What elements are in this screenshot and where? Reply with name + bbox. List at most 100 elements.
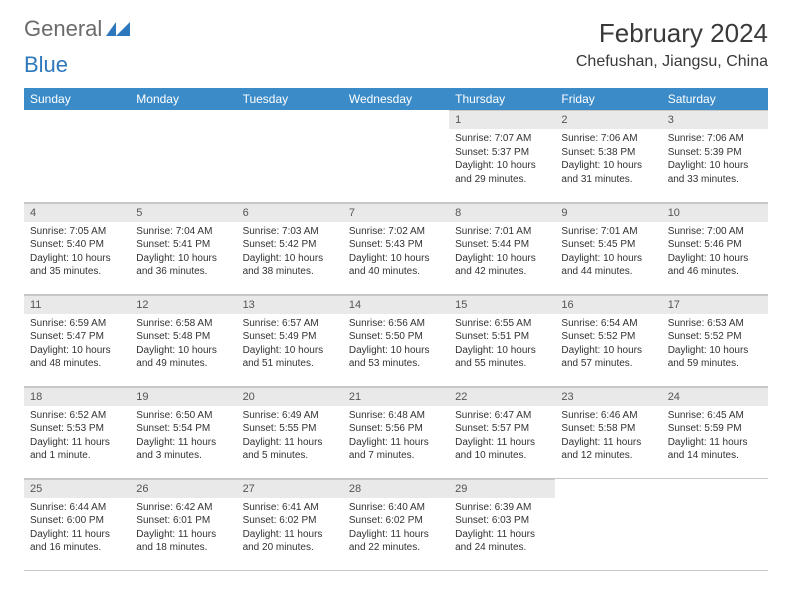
day-details: Sunrise: 6:44 AMSunset: 6:00 PMDaylight:…	[24, 498, 130, 559]
calendar-cell: 9Sunrise: 7:01 AMSunset: 5:45 PMDaylight…	[555, 202, 661, 294]
day-details: Sunrise: 6:57 AMSunset: 5:49 PMDaylight:…	[237, 314, 343, 375]
calendar-cell: 2Sunrise: 7:06 AMSunset: 5:38 PMDaylight…	[555, 110, 661, 202]
calendar-cell: 15Sunrise: 6:55 AMSunset: 5:51 PMDayligh…	[449, 294, 555, 386]
day-details: Sunrise: 6:50 AMSunset: 5:54 PMDaylight:…	[130, 406, 236, 467]
day-number: 25	[24, 479, 130, 498]
day-details: Sunrise: 6:39 AMSunset: 6:03 PMDaylight:…	[449, 498, 555, 559]
day-number: 17	[662, 295, 768, 314]
day-number: 1	[449, 110, 555, 129]
day-number: 22	[449, 387, 555, 406]
day-details: Sunrise: 6:58 AMSunset: 5:48 PMDaylight:…	[130, 314, 236, 375]
day-details: Sunrise: 7:03 AMSunset: 5:42 PMDaylight:…	[237, 222, 343, 283]
day-details: Sunrise: 7:00 AMSunset: 5:46 PMDaylight:…	[662, 222, 768, 283]
day-details: Sunrise: 6:47 AMSunset: 5:57 PMDaylight:…	[449, 406, 555, 467]
brand-name-1: General	[24, 18, 102, 40]
day-number: 8	[449, 203, 555, 222]
weekday-header: Friday	[555, 88, 661, 110]
day-details: Sunrise: 7:01 AMSunset: 5:44 PMDaylight:…	[449, 222, 555, 283]
day-number: 4	[24, 203, 130, 222]
day-details: Sunrise: 6:45 AMSunset: 5:59 PMDaylight:…	[662, 406, 768, 467]
calendar-cell: 22Sunrise: 6:47 AMSunset: 5:57 PMDayligh…	[449, 386, 555, 478]
calendar-cell: 16Sunrise: 6:54 AMSunset: 5:52 PMDayligh…	[555, 294, 661, 386]
day-details: Sunrise: 7:04 AMSunset: 5:41 PMDaylight:…	[130, 222, 236, 283]
calendar-cell: 6Sunrise: 7:03 AMSunset: 5:42 PMDaylight…	[237, 202, 343, 294]
day-details: Sunrise: 6:40 AMSunset: 6:02 PMDaylight:…	[343, 498, 449, 559]
day-number: 6	[237, 203, 343, 222]
day-number: 12	[130, 295, 236, 314]
location-label: Chefushan, Jiangsu, China	[576, 53, 768, 71]
day-number: 23	[555, 387, 661, 406]
calendar-cell: 24Sunrise: 6:45 AMSunset: 5:59 PMDayligh…	[662, 386, 768, 478]
calendar-cell	[662, 478, 768, 570]
weekday-header: Sunday	[24, 88, 130, 110]
calendar-cell: 17Sunrise: 6:53 AMSunset: 5:52 PMDayligh…	[662, 294, 768, 386]
day-number: 29	[449, 479, 555, 498]
calendar-cell: 21Sunrise: 6:48 AMSunset: 5:56 PMDayligh…	[343, 386, 449, 478]
day-details: Sunrise: 6:46 AMSunset: 5:58 PMDaylight:…	[555, 406, 661, 467]
calendar-cell: 1Sunrise: 7:07 AMSunset: 5:37 PMDaylight…	[449, 110, 555, 202]
calendar-cell: 13Sunrise: 6:57 AMSunset: 5:49 PMDayligh…	[237, 294, 343, 386]
calendar-cell: 4Sunrise: 7:05 AMSunset: 5:40 PMDaylight…	[24, 202, 130, 294]
month-title: February 2024	[576, 18, 768, 49]
day-number: 15	[449, 295, 555, 314]
day-number: 19	[130, 387, 236, 406]
day-details: Sunrise: 6:42 AMSunset: 6:01 PMDaylight:…	[130, 498, 236, 559]
day-number: 9	[555, 203, 661, 222]
day-number: 16	[555, 295, 661, 314]
day-details: Sunrise: 6:53 AMSunset: 5:52 PMDaylight:…	[662, 314, 768, 375]
weekday-header-row: SundayMondayTuesdayWednesdayThursdayFrid…	[24, 88, 768, 110]
calendar-body: 1Sunrise: 7:07 AMSunset: 5:37 PMDaylight…	[24, 110, 768, 570]
day-details: Sunrise: 7:05 AMSunset: 5:40 PMDaylight:…	[24, 222, 130, 283]
calendar-week-row: 4Sunrise: 7:05 AMSunset: 5:40 PMDaylight…	[24, 202, 768, 294]
calendar-cell: 27Sunrise: 6:41 AMSunset: 6:02 PMDayligh…	[237, 478, 343, 570]
calendar-table: SundayMondayTuesdayWednesdayThursdayFrid…	[24, 88, 768, 571]
day-details: Sunrise: 6:49 AMSunset: 5:55 PMDaylight:…	[237, 406, 343, 467]
weekday-header: Thursday	[449, 88, 555, 110]
header: General Blue February 2024 Chefushan, Ji…	[24, 18, 768, 76]
day-details: Sunrise: 7:02 AMSunset: 5:43 PMDaylight:…	[343, 222, 449, 283]
day-details: Sunrise: 6:55 AMSunset: 5:51 PMDaylight:…	[449, 314, 555, 375]
calendar-cell: 12Sunrise: 6:58 AMSunset: 5:48 PMDayligh…	[130, 294, 236, 386]
day-number: 21	[343, 387, 449, 406]
calendar-cell: 10Sunrise: 7:00 AMSunset: 5:46 PMDayligh…	[662, 202, 768, 294]
day-details: Sunrise: 7:06 AMSunset: 5:39 PMDaylight:…	[662, 129, 768, 190]
calendar-cell: 7Sunrise: 7:02 AMSunset: 5:43 PMDaylight…	[343, 202, 449, 294]
calendar-cell: 28Sunrise: 6:40 AMSunset: 6:02 PMDayligh…	[343, 478, 449, 570]
calendar-cell: 8Sunrise: 7:01 AMSunset: 5:44 PMDaylight…	[449, 202, 555, 294]
calendar-cell: 5Sunrise: 7:04 AMSunset: 5:41 PMDaylight…	[130, 202, 236, 294]
calendar-cell: 25Sunrise: 6:44 AMSunset: 6:00 PMDayligh…	[24, 478, 130, 570]
calendar-cell: 11Sunrise: 6:59 AMSunset: 5:47 PMDayligh…	[24, 294, 130, 386]
calendar-week-row: 1Sunrise: 7:07 AMSunset: 5:37 PMDaylight…	[24, 110, 768, 202]
day-details: Sunrise: 6:56 AMSunset: 5:50 PMDaylight:…	[343, 314, 449, 375]
day-details: Sunrise: 6:54 AMSunset: 5:52 PMDaylight:…	[555, 314, 661, 375]
day-number: 3	[662, 110, 768, 129]
day-number: 27	[237, 479, 343, 498]
calendar-cell: 14Sunrise: 6:56 AMSunset: 5:50 PMDayligh…	[343, 294, 449, 386]
day-details: Sunrise: 6:41 AMSunset: 6:02 PMDaylight:…	[237, 498, 343, 559]
calendar-cell	[237, 110, 343, 202]
weekday-header: Tuesday	[237, 88, 343, 110]
day-number: 24	[662, 387, 768, 406]
day-number: 13	[237, 295, 343, 314]
weekday-header: Wednesday	[343, 88, 449, 110]
calendar-cell	[343, 110, 449, 202]
day-number: 20	[237, 387, 343, 406]
day-details: Sunrise: 7:01 AMSunset: 5:45 PMDaylight:…	[555, 222, 661, 283]
brand-triangle-icon	[106, 22, 116, 36]
day-details: Sunrise: 7:06 AMSunset: 5:38 PMDaylight:…	[555, 129, 661, 190]
weekday-header: Saturday	[662, 88, 768, 110]
brand-name-2: Blue	[24, 54, 102, 76]
day-number: 26	[130, 479, 236, 498]
day-details: Sunrise: 6:48 AMSunset: 5:56 PMDaylight:…	[343, 406, 449, 467]
day-number: 2	[555, 110, 661, 129]
calendar-week-row: 11Sunrise: 6:59 AMSunset: 5:47 PMDayligh…	[24, 294, 768, 386]
brand-logo: General Blue	[24, 18, 130, 76]
calendar-week-row: 18Sunrise: 6:52 AMSunset: 5:53 PMDayligh…	[24, 386, 768, 478]
day-number: 7	[343, 203, 449, 222]
day-number: 5	[130, 203, 236, 222]
day-number: 10	[662, 203, 768, 222]
day-number: 14	[343, 295, 449, 314]
day-number: 11	[24, 295, 130, 314]
calendar-cell: 18Sunrise: 6:52 AMSunset: 5:53 PMDayligh…	[24, 386, 130, 478]
calendar-cell: 23Sunrise: 6:46 AMSunset: 5:58 PMDayligh…	[555, 386, 661, 478]
